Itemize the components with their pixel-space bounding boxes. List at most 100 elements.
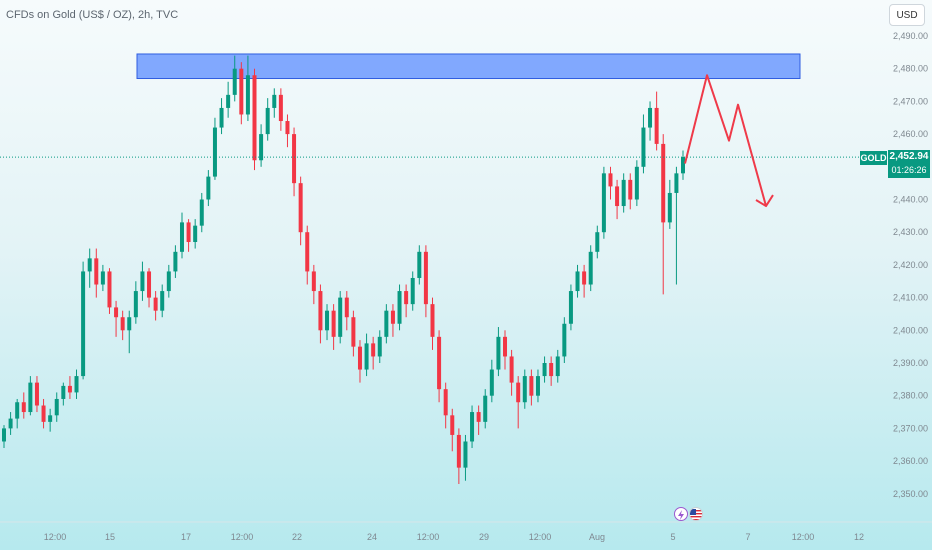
candle: [430, 297, 435, 350]
currency-button[interactable]: USD: [889, 4, 925, 26]
candle-body: [516, 382, 521, 403]
candle: [542, 356, 547, 383]
candle: [549, 356, 554, 386]
candle-body: [219, 107, 224, 128]
candle-body: [193, 225, 198, 243]
y-tick-label: 2,380.00: [893, 391, 928, 401]
candle: [654, 91, 659, 151]
candle: [28, 376, 33, 416]
candle-body: [555, 356, 560, 377]
candle: [193, 219, 198, 249]
x-tick-label: 12: [854, 532, 864, 542]
candle-body: [259, 134, 264, 161]
candle: [226, 81, 231, 118]
candle: [555, 349, 560, 383]
candles: [2, 55, 685, 484]
candle-body: [443, 389, 448, 416]
candle: [54, 392, 59, 422]
candle: [285, 114, 290, 148]
candle: [81, 261, 86, 380]
y-tick-label: 2,360.00: [893, 456, 928, 466]
projection-path[interactable]: [684, 74, 767, 207]
candle-body: [74, 376, 79, 393]
candle: [34, 376, 39, 413]
candle-body: [179, 222, 184, 252]
candle-body: [305, 232, 310, 272]
candle-body: [265, 107, 270, 135]
candle-body: [67, 385, 72, 393]
candle: [535, 369, 540, 403]
y-tick-label: 2,350.00: [893, 489, 928, 499]
candle-body: [87, 258, 92, 272]
candle-body: [417, 251, 422, 278]
candle: [450, 408, 455, 452]
candle: [100, 264, 105, 292]
candle-body: [318, 291, 323, 331]
candle: [147, 268, 152, 308]
y-tick-label: 2,460.00: [893, 129, 928, 139]
candle: [503, 330, 508, 370]
candle-body: [212, 127, 217, 177]
candle-body: [140, 271, 145, 292]
current-price-value: 2,452.94: [889, 151, 929, 162]
candle-body: [166, 271, 171, 292]
candle: [628, 173, 633, 210]
candle-body: [133, 291, 138, 318]
candle-body: [654, 107, 659, 144]
candle-body: [245, 75, 250, 115]
x-tick-label: 24: [367, 532, 377, 542]
candle-body: [503, 336, 508, 357]
candle-body: [147, 271, 152, 298]
y-axis[interactable]: 2,490.002,480.002,470.002,460.002,450.00…: [893, 31, 928, 499]
projection-arrow-layer[interactable]: [684, 74, 774, 208]
candle-body: [667, 192, 672, 223]
candle: [404, 284, 409, 318]
y-tick-label: 2,390.00: [893, 358, 928, 368]
candle: [278, 88, 283, 131]
candle-body: [595, 232, 600, 252]
candle-body: [377, 336, 382, 357]
candle-body: [562, 323, 567, 357]
candle-body: [437, 336, 442, 390]
candle: [160, 284, 165, 318]
candle-body: [344, 297, 349, 318]
x-tick-label: 12:00: [44, 532, 67, 542]
lightning-event-icon[interactable]: [674, 507, 688, 521]
candle-body: [634, 166, 639, 200]
candle-body: [364, 343, 369, 370]
candle-body: [522, 376, 527, 403]
candle: [443, 382, 448, 429]
candle-body: [456, 434, 461, 468]
candle: [272, 88, 277, 118]
candle-body: [239, 68, 244, 115]
candle-body: [61, 385, 66, 399]
candle: [94, 248, 99, 298]
us-flag-event-icon[interactable]: [689, 507, 703, 521]
candle: [239, 62, 244, 125]
x-axis[interactable]: 12:00 15 17 12:00 22 24 12:00 29 12:00 Aug 5 7 12:00…: [0, 521, 932, 542]
candle: [265, 98, 270, 141]
candle-body: [285, 121, 290, 135]
candle: [338, 291, 343, 344]
candle-body: [2, 428, 6, 442]
candle-body: [81, 271, 86, 377]
candle: [107, 268, 112, 314]
candle-body: [588, 251, 593, 285]
candle: [325, 304, 330, 341]
candle-body: [450, 415, 455, 435]
candle: [114, 300, 119, 337]
y-tick-label: 2,440.00: [893, 195, 928, 205]
candle-body: [232, 68, 237, 95]
candle-body: [226, 94, 231, 108]
x-tick-label: 5: [670, 532, 675, 542]
current-price-marker: 2,452.94 01:26:26: [888, 150, 930, 178]
candle: [423, 245, 428, 318]
candle: [61, 382, 66, 406]
candle: [674, 166, 679, 285]
candle-body: [28, 382, 33, 413]
candle-body: [15, 402, 20, 419]
candle-body: [470, 412, 475, 442]
candle: [437, 330, 442, 403]
candle-body: [34, 382, 39, 406]
